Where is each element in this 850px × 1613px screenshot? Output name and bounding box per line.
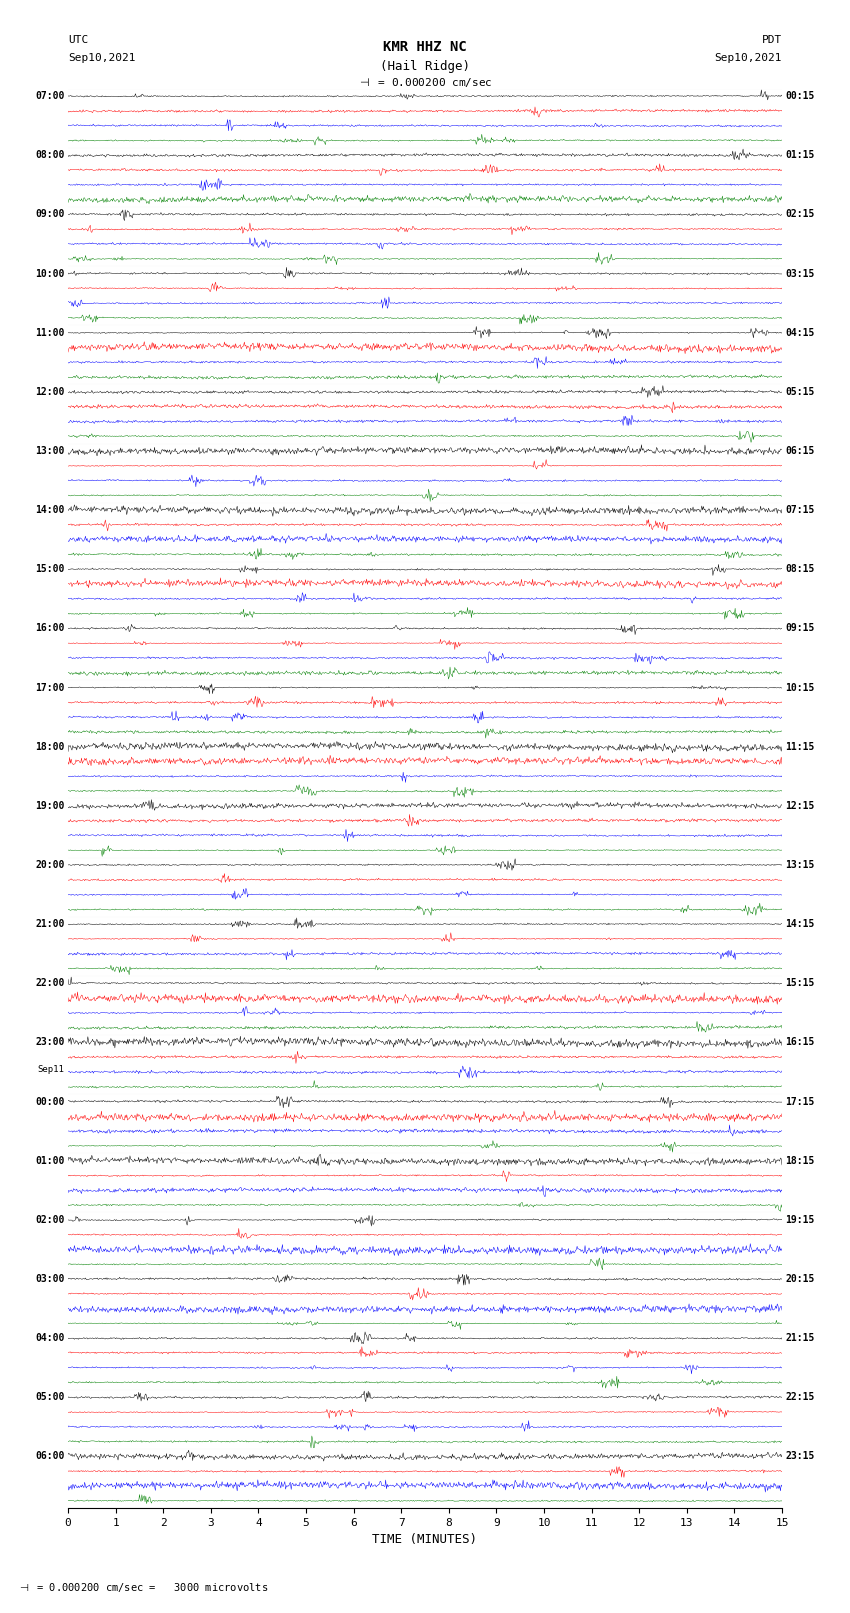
Text: Sep11: Sep11 <box>37 1065 65 1074</box>
Text: (Hail Ridge): (Hail Ridge) <box>380 60 470 73</box>
Text: 10:15: 10:15 <box>785 682 815 692</box>
Text: 14:15: 14:15 <box>785 919 815 929</box>
Text: 17:00: 17:00 <box>35 682 65 692</box>
Text: 23:00: 23:00 <box>35 1037 65 1047</box>
Text: 04:00: 04:00 <box>35 1332 65 1344</box>
Text: 03:15: 03:15 <box>785 268 815 279</box>
Text: 20:00: 20:00 <box>35 860 65 869</box>
Text: 12:00: 12:00 <box>35 387 65 397</box>
Text: Sep10,2021: Sep10,2021 <box>68 53 135 63</box>
Text: 22:15: 22:15 <box>785 1392 815 1402</box>
Text: 00:15: 00:15 <box>785 90 815 102</box>
Text: 06:15: 06:15 <box>785 445 815 456</box>
Text: 16:15: 16:15 <box>785 1037 815 1047</box>
Text: 19:15: 19:15 <box>785 1215 815 1224</box>
Text: 13:00: 13:00 <box>35 445 65 456</box>
Text: PDT: PDT <box>762 35 782 45</box>
Text: 21:15: 21:15 <box>785 1332 815 1344</box>
Text: UTC: UTC <box>68 35 88 45</box>
Text: 16:00: 16:00 <box>35 623 65 634</box>
Text: $\dashv$ = 0.000200 cm/sec =   3000 microvolts: $\dashv$ = 0.000200 cm/sec = 3000 microv… <box>17 1581 269 1594</box>
Text: 22:00: 22:00 <box>35 977 65 989</box>
Text: 00:00: 00:00 <box>35 1097 65 1107</box>
Text: 10:00: 10:00 <box>35 268 65 279</box>
Text: Sep10,2021: Sep10,2021 <box>715 53 782 63</box>
Text: 23:15: 23:15 <box>785 1452 815 1461</box>
Text: 02:00: 02:00 <box>35 1215 65 1224</box>
Text: 21:00: 21:00 <box>35 919 65 929</box>
Text: 19:00: 19:00 <box>35 800 65 811</box>
Text: 06:00: 06:00 <box>35 1452 65 1461</box>
Text: 07:00: 07:00 <box>35 90 65 102</box>
Text: 11:00: 11:00 <box>35 327 65 337</box>
Text: 09:00: 09:00 <box>35 210 65 219</box>
Text: KMR HHZ NC: KMR HHZ NC <box>383 40 467 55</box>
Text: 03:00: 03:00 <box>35 1274 65 1284</box>
Text: 14:00: 14:00 <box>35 505 65 515</box>
Text: 01:00: 01:00 <box>35 1155 65 1166</box>
Text: 15:00: 15:00 <box>35 565 65 574</box>
Text: 08:15: 08:15 <box>785 565 815 574</box>
Text: $\dashv$ = 0.000200 cm/sec: $\dashv$ = 0.000200 cm/sec <box>357 76 493 89</box>
Text: 13:15: 13:15 <box>785 860 815 869</box>
Text: 02:15: 02:15 <box>785 210 815 219</box>
Text: 11:15: 11:15 <box>785 742 815 752</box>
Text: 09:15: 09:15 <box>785 623 815 634</box>
Text: 15:15: 15:15 <box>785 977 815 989</box>
X-axis label: TIME (MINUTES): TIME (MINUTES) <box>372 1534 478 1547</box>
Text: 12:15: 12:15 <box>785 800 815 811</box>
Text: 01:15: 01:15 <box>785 150 815 160</box>
Text: 04:15: 04:15 <box>785 327 815 337</box>
Text: 07:15: 07:15 <box>785 505 815 515</box>
Text: 18:00: 18:00 <box>35 742 65 752</box>
Text: 05:00: 05:00 <box>35 1392 65 1402</box>
Text: 17:15: 17:15 <box>785 1097 815 1107</box>
Text: 05:15: 05:15 <box>785 387 815 397</box>
Text: 18:15: 18:15 <box>785 1155 815 1166</box>
Text: 20:15: 20:15 <box>785 1274 815 1284</box>
Text: 08:00: 08:00 <box>35 150 65 160</box>
